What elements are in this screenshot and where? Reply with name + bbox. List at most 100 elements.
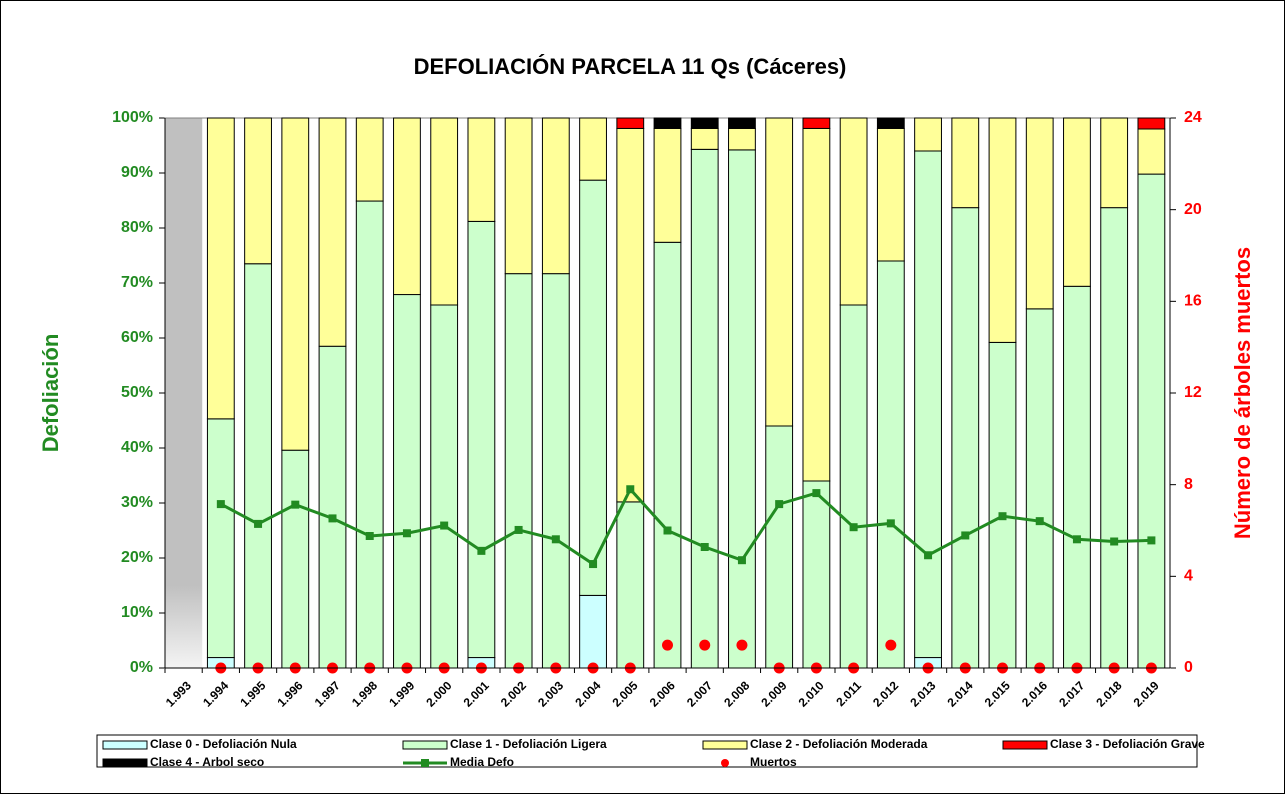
bar xyxy=(541,117,570,275)
line-marker xyxy=(291,500,300,509)
line-marker xyxy=(551,535,560,544)
y-tick-label: 40% xyxy=(121,439,153,456)
bar xyxy=(318,345,347,669)
bar xyxy=(653,127,682,243)
y-axis-title: Defoliación xyxy=(38,334,63,453)
line-marker xyxy=(514,525,523,534)
bar xyxy=(244,263,272,669)
y-tick-label: 80% xyxy=(121,219,153,236)
bar xyxy=(951,117,980,209)
y-tick-label: 20% xyxy=(121,549,153,566)
line-marker xyxy=(700,543,709,551)
legend-label: Clase 1 - Defoliación Ligera xyxy=(450,737,607,751)
legend-swatch xyxy=(421,759,429,767)
line-marker xyxy=(663,526,672,535)
bar xyxy=(244,117,272,265)
dot xyxy=(885,639,897,651)
y2-axis-title: Número de árboles muertos xyxy=(1230,247,1255,539)
bar xyxy=(355,117,384,202)
line-marker xyxy=(849,523,858,532)
line-marker xyxy=(402,529,411,538)
bar xyxy=(876,260,905,669)
line-marker xyxy=(216,500,225,509)
y-tick-label: 0% xyxy=(130,659,153,676)
bar xyxy=(579,179,607,596)
dot xyxy=(662,639,673,651)
bar xyxy=(728,117,756,129)
legend-label: Media Defo xyxy=(450,755,514,769)
bar xyxy=(504,273,533,669)
bar xyxy=(876,127,905,262)
legend-label: Clase 3 - Defoliación Grave xyxy=(1050,737,1205,751)
line-marker xyxy=(254,519,263,528)
bar xyxy=(281,117,310,451)
y2-tick-label: 24 xyxy=(1184,109,1202,126)
y-tick-label: 100% xyxy=(112,109,153,126)
bar xyxy=(728,149,756,669)
line-marker xyxy=(1072,535,1081,544)
bar xyxy=(653,117,682,129)
line-marker xyxy=(998,512,1007,521)
dot xyxy=(699,639,711,651)
bar xyxy=(579,117,607,181)
legend-swatch xyxy=(1002,740,1048,750)
line-marker xyxy=(812,489,821,498)
legend-swatch xyxy=(102,758,148,768)
legend-swatch xyxy=(721,759,729,767)
line-marker xyxy=(589,560,598,569)
legend-swatch xyxy=(102,740,148,750)
y-tick-label: 60% xyxy=(121,329,153,346)
bar xyxy=(206,117,235,420)
bar xyxy=(1100,117,1129,209)
bar xyxy=(1137,173,1166,669)
bar xyxy=(914,150,942,659)
line-marker xyxy=(328,514,337,523)
y2-tick-label: 0 xyxy=(1184,659,1193,676)
bar xyxy=(876,117,905,129)
bar xyxy=(765,117,794,427)
bar xyxy=(839,304,868,669)
bar xyxy=(541,273,570,669)
line-marker xyxy=(961,531,970,540)
bar xyxy=(1025,308,1054,669)
line-marker xyxy=(1110,537,1119,546)
bar xyxy=(728,127,756,151)
bar xyxy=(616,127,645,503)
bar xyxy=(802,117,831,129)
line-marker xyxy=(477,546,486,555)
bar xyxy=(690,127,719,150)
bar xyxy=(653,241,682,669)
y-tick-label: 90% xyxy=(121,164,153,181)
bar xyxy=(579,594,607,669)
bar xyxy=(281,449,310,669)
line xyxy=(220,486,1152,567)
bar xyxy=(393,117,421,296)
bar xyxy=(616,501,645,669)
y-tick-label: 30% xyxy=(121,494,153,511)
line-marker xyxy=(775,500,784,509)
plot-shade xyxy=(165,118,203,668)
line-marker xyxy=(886,519,895,528)
bar xyxy=(1137,128,1166,175)
bar xyxy=(1100,207,1129,669)
legend-swatch xyxy=(402,740,448,750)
bar xyxy=(802,480,831,669)
y2-tick-label: 4 xyxy=(1184,568,1193,585)
dot xyxy=(736,639,748,651)
y-tick-label: 70% xyxy=(121,274,153,291)
bar xyxy=(1137,117,1166,130)
bar xyxy=(467,220,496,659)
line-marker xyxy=(924,551,933,560)
chart-title: DEFOLIACIÓN PARCELA 11 Qs (Cáceres) xyxy=(414,54,847,79)
legend-label: Muertos xyxy=(750,755,797,769)
bar xyxy=(802,127,831,482)
bar xyxy=(690,117,719,129)
legend-swatch xyxy=(702,740,748,750)
bar xyxy=(1063,117,1091,287)
line-marker xyxy=(440,521,449,530)
bar xyxy=(467,117,496,222)
y2-tick-label: 12 xyxy=(1184,384,1202,401)
y-tick-label: 10% xyxy=(121,604,153,621)
bar xyxy=(1063,285,1091,669)
